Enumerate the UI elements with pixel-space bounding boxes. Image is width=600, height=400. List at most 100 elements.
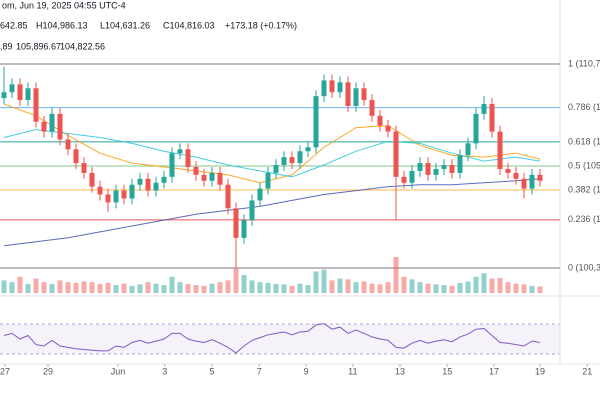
volume-bar	[49, 284, 55, 293]
volume-bar	[513, 283, 519, 293]
candle-body	[161, 176, 167, 183]
candle-body	[193, 166, 199, 175]
candle-body	[473, 113, 479, 144]
candle-body	[257, 188, 263, 201]
volume-bar	[505, 282, 511, 293]
volume-bar	[289, 285, 295, 293]
volume-bar	[281, 284, 287, 293]
candle-body	[49, 113, 55, 132]
volume-bar	[537, 286, 543, 293]
candle-body	[521, 178, 527, 189]
volume-bar	[153, 283, 159, 293]
volume-bar	[225, 280, 231, 293]
candle-body	[321, 80, 327, 97]
volume-bar	[441, 285, 447, 293]
volume-bar	[297, 283, 303, 293]
volume-bar	[17, 276, 23, 293]
candle-body	[217, 172, 223, 185]
volume-bar	[361, 281, 367, 293]
candle-body	[313, 96, 319, 148]
candle-body	[225, 184, 231, 209]
x-tick-label: 27	[0, 366, 10, 376]
volume-bar	[497, 277, 503, 293]
candle-body	[529, 174, 535, 189]
candle-body	[33, 88, 39, 122]
candle-body	[153, 182, 159, 191]
candle-body	[81, 163, 87, 173]
x-tick-label: 29	[43, 366, 53, 376]
fib-label: 0.5 (105,	[568, 160, 600, 170]
volume-bar	[33, 278, 39, 293]
volume-bar	[257, 282, 263, 293]
candle-body	[1, 92, 7, 99]
candle-body	[489, 104, 495, 132]
fib-label: 0.786 (10	[568, 102, 600, 112]
volume-bar	[25, 284, 31, 293]
ohlc-close: C104,816.03	[163, 20, 215, 30]
volume-bar	[9, 282, 15, 293]
volume-bar	[273, 284, 279, 293]
candle-body	[297, 151, 303, 164]
volume-bar	[449, 285, 455, 293]
candle-body	[345, 82, 351, 106]
candle-body	[465, 143, 471, 156]
candle-body	[281, 157, 287, 166]
volume-bar	[305, 285, 311, 293]
candle-body	[233, 208, 239, 238]
candle-body	[513, 172, 519, 179]
candle-body	[401, 176, 407, 183]
candle-body	[57, 113, 63, 140]
volume-bar	[65, 282, 71, 293]
volume-bar	[1, 280, 7, 293]
candle-body	[329, 80, 335, 93]
candle-body	[433, 168, 439, 175]
candle-body	[393, 131, 399, 177]
ohlc-change: +173.18 (+0.17%)	[225, 20, 297, 30]
candle-body	[177, 149, 183, 154]
volume-bar	[409, 279, 415, 293]
candle-body	[385, 125, 391, 132]
ohlc-open: 642.85	[0, 20, 28, 30]
moving-average	[3, 103, 541, 184]
x-tick-label: Jun	[111, 366, 126, 376]
volume-bar	[89, 282, 95, 293]
x-tick-label: 15	[442, 366, 452, 376]
candle-body	[129, 184, 135, 199]
fib-label: 1 (110,73	[568, 58, 600, 68]
ohlc-low: L104,631.26	[100, 20, 150, 30]
volume-bar	[337, 278, 343, 293]
x-tick-label: 9	[303, 366, 308, 376]
volume-bar	[489, 278, 495, 293]
volume-bar	[377, 284, 383, 293]
candle-body	[305, 147, 311, 152]
x-tick-label: 17	[489, 366, 499, 376]
volume-bar	[137, 284, 143, 293]
candle-body	[505, 168, 511, 173]
volume-bar	[433, 284, 439, 293]
candle-body	[113, 190, 119, 203]
candle-body	[425, 163, 431, 175]
candle-body	[481, 104, 487, 114]
x-tick-label: 13	[395, 366, 405, 376]
volume-bar	[217, 282, 223, 293]
candle-body	[209, 172, 215, 181]
volume-bar	[345, 279, 351, 293]
volume-bar	[233, 267, 239, 293]
volume-bar	[193, 285, 199, 293]
volume-bar	[473, 276, 479, 293]
candle-body	[185, 149, 191, 167]
volume-bar	[529, 285, 535, 293]
volume-bar	[457, 282, 463, 293]
volume-bar	[121, 283, 127, 293]
volume-bar	[465, 281, 471, 293]
volume-bar	[209, 283, 215, 293]
candle-body	[97, 186, 103, 195]
volume-bar	[417, 282, 423, 293]
volume-bar	[249, 280, 255, 293]
x-tick-label: 5	[209, 366, 214, 376]
candle-body	[241, 220, 247, 238]
fib-label: 0 (100,37	[568, 262, 600, 272]
candle-body	[417, 163, 423, 171]
volume-bar	[81, 281, 87, 293]
